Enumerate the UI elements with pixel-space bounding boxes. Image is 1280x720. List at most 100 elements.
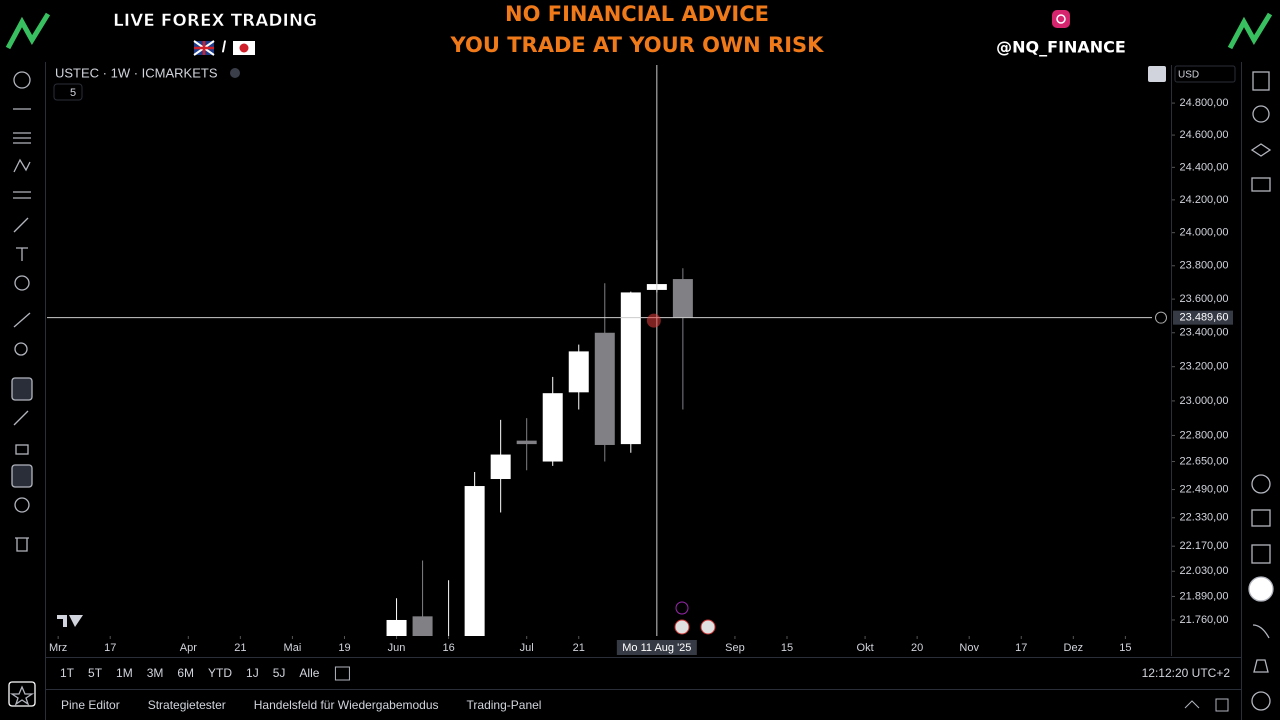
indicator-count[interactable]: 5 [70, 87, 76, 99]
y-tick-label: 22.800,00 [1180, 429, 1229, 441]
event-marker[interactable] [674, 619, 690, 635]
crosshair-price-box [1173, 310, 1233, 325]
timeframe-button[interactable]: YTD [208, 666, 232, 680]
y-tick-label: 24.000,00 [1180, 227, 1229, 239]
tool-icon[interactable] [15, 537, 29, 552]
x-tick-label: Mrz [49, 642, 67, 654]
tool-icon[interactable] [11, 377, 33, 401]
timeframe-button[interactable]: 1T [60, 666, 75, 680]
panel-tab[interactable]: Strategietester [148, 698, 226, 712]
crosshair-price-label: 23.489,60 [1180, 312, 1229, 324]
tv-logo [57, 615, 83, 627]
panel-tab[interactable]: Handelsfeld für Wiedergabemodus [254, 698, 439, 712]
x-tick-label: 20 [911, 642, 923, 654]
y-tick-label: 22.030,00 [1180, 565, 1229, 577]
x-tick-label: 15 [781, 642, 793, 654]
candle-body [672, 279, 693, 318]
candle-body [412, 616, 433, 636]
symbol: USTEC · 1W · ICMARKETS [55, 65, 218, 80]
y-tick-label: 24.200,00 [1180, 194, 1229, 206]
instagram-icon [1052, 10, 1070, 28]
crosshair-plus[interactable] [1155, 311, 1167, 324]
separator: / [222, 39, 227, 56]
tool-icon[interactable] [14, 342, 28, 356]
timeframe-button[interactable]: 1M [116, 666, 133, 680]
y-tick-label: 23.600,00 [1180, 293, 1229, 305]
banner-center: NO FINANCIAL ADVICE [505, 2, 769, 26]
tool-icon[interactable] [15, 444, 29, 455]
tool-icon[interactable] [14, 275, 30, 291]
y-tick-label: 23.200,00 [1180, 361, 1229, 373]
tool-icon[interactable] [13, 71, 31, 89]
y-tick-label: 22.650,00 [1180, 455, 1229, 467]
y-tick-label: 21.760,00 [1180, 614, 1229, 626]
handle: @NQ_FINANCE [996, 38, 1126, 57]
maximize-button[interactable] [1215, 698, 1229, 712]
x-tick-label: 19 [338, 642, 350, 654]
currency[interactable]: USD [1178, 70, 1199, 81]
timeframe-button[interactable]: 3M [147, 666, 164, 680]
candle-body [594, 332, 615, 445]
y-tick-label: 23.800,00 [1180, 260, 1229, 272]
instagram-icon [1056, 14, 1066, 24]
logo [1227, 12, 1273, 50]
currency-select[interactable] [1174, 65, 1236, 83]
timeframe-button[interactable]: 5T [88, 666, 103, 680]
logo [5, 12, 51, 50]
x-tick-label: Sep [725, 642, 745, 654]
date-range-button[interactable] [334, 666, 350, 681]
candle-body [490, 454, 511, 480]
tool-icon[interactable] [13, 312, 31, 328]
y-tick-label: 22.330,00 [1180, 512, 1229, 524]
event-marker[interactable] [700, 619, 716, 635]
x-tick-label: Jun [388, 642, 406, 654]
clock: 12:12:20 UTC+2 [1142, 666, 1231, 680]
x-tick-label: Apr [180, 642, 197, 654]
x-tick-label: Okt [857, 642, 874, 654]
tool-icon[interactable] [13, 410, 29, 426]
timeframe-button[interactable]: 6M [177, 666, 194, 680]
tool-icon[interactable] [11, 464, 33, 488]
x-tick-label: 17 [104, 642, 116, 654]
tool-icon[interactable] [9, 685, 35, 706]
timeframe-button[interactable]: Alle [299, 666, 319, 680]
y-tick-label: 23.000,00 [1180, 395, 1229, 407]
x-tick-label: 15 [1119, 642, 1131, 654]
tool-icon[interactable] [14, 497, 30, 513]
candle-body [386, 619, 407, 636]
candle-body [620, 292, 641, 445]
x-tick-label: Nov [959, 642, 979, 654]
indicator-toggle[interactable] [53, 83, 83, 101]
tool-icon[interactable] [13, 217, 29, 233]
panel-tab[interactable]: Pine Editor [61, 698, 120, 712]
auto-button[interactable] [1148, 66, 1166, 82]
tool-icon[interactable] [8, 681, 36, 707]
x-tick-label: 21 [234, 642, 246, 654]
x-tick-label: 16 [442, 642, 454, 654]
tool-icon[interactable] [13, 158, 31, 173]
tool-icon[interactable] [13, 191, 31, 199]
panel-tab[interactable]: Trading-Panel [467, 698, 542, 712]
y-tick-label: 22.490,00 [1180, 483, 1229, 495]
x-tick-label: 17 [1015, 642, 1027, 654]
right-toolbar[interactable] [1248, 71, 1274, 711]
x-tick-label: 21 [573, 642, 585, 654]
flag-jp [239, 43, 249, 53]
left-toolbar[interactable] [8, 71, 36, 707]
timeframe-button[interactable]: 5J [273, 666, 286, 680]
chart: 24.800,00 24.600,00 24.400,00 24.200,00 24.0… [47, 65, 1233, 655]
candle-body [464, 486, 485, 636]
bottom-bar: 1T 5T 1M 3M 6M YTD 1J 5J Alle Pine Editor Strategi… [60, 666, 1229, 712]
cursor [646, 313, 661, 328]
collapse-button[interactable] [1184, 700, 1200, 709]
timeframe-button[interactable]: 1J [246, 666, 259, 680]
candles [386, 240, 693, 636]
y-tick-label: 24.400,00 [1180, 161, 1229, 173]
tool-icon[interactable] [16, 247, 28, 261]
y-tick-label: 21.890,00 [1180, 590, 1229, 602]
event-marker[interactable] [675, 601, 689, 615]
tool-icon[interactable] [13, 132, 31, 144]
x-tick-label: Dez [1064, 642, 1084, 654]
